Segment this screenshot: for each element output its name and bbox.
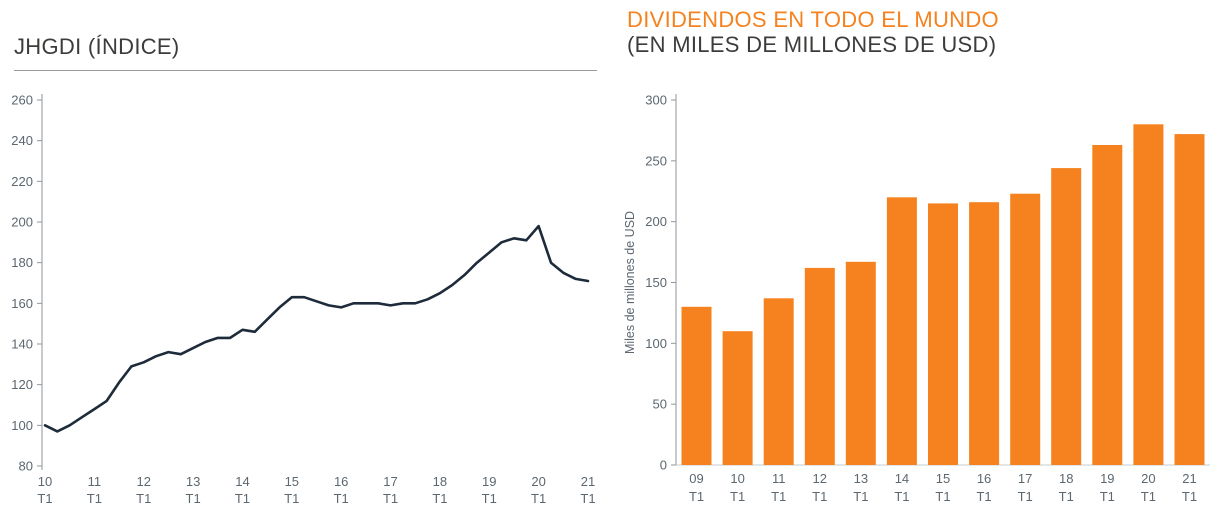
- y-axis-tick-label: 220: [11, 174, 33, 189]
- x-axis-tick-quarter: T1: [976, 489, 991, 504]
- x-axis-tick-year: 11: [772, 471, 786, 486]
- dividend-bar: [845, 261, 876, 465]
- y-axis-tick-label: 80: [19, 459, 33, 474]
- x-axis-tick-quarter: T1: [771, 489, 786, 504]
- x-axis-tick-quarter: T1: [935, 489, 950, 504]
- dividend-bar: [722, 331, 753, 465]
- jhgdi-line-series: [43, 224, 590, 433]
- x-axis-tick-quarter: T1: [136, 491, 151, 506]
- x-axis-tick-quarter: T1: [284, 491, 299, 506]
- y-axis-tick-label: 250: [645, 153, 667, 168]
- x-axis-tick-year: 10: [38, 474, 52, 489]
- y-axis-tick-label: 150: [645, 275, 667, 290]
- x-axis-tick-year: 19: [482, 474, 496, 489]
- x-axis-tick-quarter: T1: [482, 491, 497, 506]
- x-axis-tick-year: 19: [1100, 471, 1114, 486]
- y-axis-tick-label: 260: [11, 93, 33, 108]
- x-axis-tick-year: 16: [334, 474, 348, 489]
- y-axis-tick-label: 240: [11, 133, 33, 148]
- x-axis-tick-quarter: T1: [383, 491, 398, 506]
- x-axis-tick-year: 15: [936, 471, 950, 486]
- x-axis-tick-year: 18: [1059, 471, 1073, 486]
- x-axis-tick-quarter: T1: [894, 489, 909, 504]
- x-axis-tick-quarter: T1: [531, 491, 546, 506]
- x-axis-tick-year: 21: [581, 474, 595, 489]
- x-axis-tick-quarter: T1: [1100, 489, 1115, 504]
- x-axis-tick-year: 20: [1141, 471, 1155, 486]
- x-axis-tick-quarter: T1: [1018, 489, 1033, 504]
- dividend-bar: [763, 298, 794, 465]
- dividend-bar: [1174, 134, 1205, 465]
- dividend-bar: [969, 202, 1000, 465]
- x-axis-tick-year: 17: [383, 474, 397, 489]
- dividend-bar: [928, 203, 958, 465]
- x-axis-tick-quarter: T1: [334, 491, 349, 506]
- x-axis-tick-quarter: T1: [853, 489, 868, 504]
- x-axis-tick-year: 16: [977, 471, 991, 486]
- dividends-chart-subtitle: (EN MILES DE MILLONES DE USD): [627, 32, 997, 57]
- x-axis-tick-quarter: T1: [235, 491, 250, 506]
- x-axis-tick-quarter: T1: [730, 489, 745, 504]
- y-axis-tick-label: 200: [645, 214, 667, 229]
- jhgdi-chart-title: JHGDI (ÍNDICE): [14, 34, 180, 59]
- dividends-chart-title: DIVIDENDOS EN TODO EL MUNDO: [627, 7, 999, 32]
- x-axis-tick-quarter: T1: [812, 489, 827, 504]
- x-axis-tick-quarter: T1: [1182, 489, 1197, 504]
- x-axis-tick-quarter: T1: [689, 489, 704, 504]
- x-axis-tick-year: 14: [235, 474, 249, 489]
- dividend-bar: [1010, 193, 1041, 465]
- y-axis-title: Miles de millones de USD: [623, 211, 637, 354]
- x-axis-tick-year: 12: [813, 471, 827, 486]
- x-axis-tick-year: 18: [433, 474, 447, 489]
- y-axis-tick-label: 120: [11, 377, 33, 392]
- x-axis-tick-year: 12: [136, 474, 150, 489]
- x-axis-tick-year: 10: [730, 471, 744, 486]
- x-axis-tick-year: 20: [531, 474, 545, 489]
- dividend-bar: [1133, 124, 1164, 466]
- x-axis-tick-quarter: T1: [186, 491, 201, 506]
- dividend-bar: [681, 306, 712, 465]
- y-axis-tick-label: 300: [645, 93, 667, 108]
- x-axis-tick-year: 15: [285, 474, 299, 489]
- y-axis-tick-label: 140: [11, 337, 33, 352]
- x-axis-tick-year: 13: [854, 471, 868, 486]
- x-axis-tick-year: 09: [689, 471, 703, 486]
- y-axis-tick-label: 0: [660, 458, 667, 473]
- x-axis-tick-year: 11: [88, 474, 102, 489]
- dividend-bar: [1092, 145, 1123, 465]
- x-axis-tick-quarter: T1: [580, 491, 595, 506]
- dividend-bar: [886, 197, 917, 466]
- jhgdi-index-panel: JHGDI (ÍNDICE) 80 100 120 140 160 180 200 220 24…: [11, 34, 597, 507]
- x-axis-tick-quarter: T1: [87, 491, 102, 506]
- jhgdi-line-chart: 80 100 120 140 160 180 200 220 240 260 10 T1 11 T1 12 T…: [11, 93, 595, 507]
- x-axis-tick-quarter: T1: [37, 491, 52, 506]
- x-axis-tick-quarter: T1: [1141, 489, 1156, 504]
- title-underline: [14, 70, 597, 71]
- y-axis-tick-label: 180: [11, 255, 33, 270]
- x-axis-tick-year: 14: [895, 471, 909, 486]
- x-axis-tick-quarter: T1: [1059, 489, 1074, 504]
- dividends-bar-chart: 0 50 100 150 200 250 300 09 T1 10 T1 11 T1 12 T1 13 T1 14…: [623, 93, 1210, 504]
- y-axis-tick-label: 100: [645, 336, 667, 351]
- y-axis-tick-label: 200: [11, 215, 33, 230]
- dividend-bar: [1051, 168, 1082, 465]
- y-axis-tick-label: 160: [11, 296, 33, 311]
- y-axis-tick-label: 50: [653, 397, 667, 412]
- x-axis-tick-year: 17: [1018, 471, 1032, 486]
- y-axis-tick-label: 100: [11, 418, 33, 433]
- x-axis-tick-quarter: T1: [432, 491, 447, 506]
- x-axis-tick-year: 13: [186, 474, 200, 489]
- x-axis-tick-year: 21: [1182, 471, 1196, 486]
- world-dividends-panel: DIVIDENDOS EN TODO EL MUNDO (EN MILES DE…: [612, 0, 1218, 510]
- dividend-bar: [804, 267, 835, 465]
